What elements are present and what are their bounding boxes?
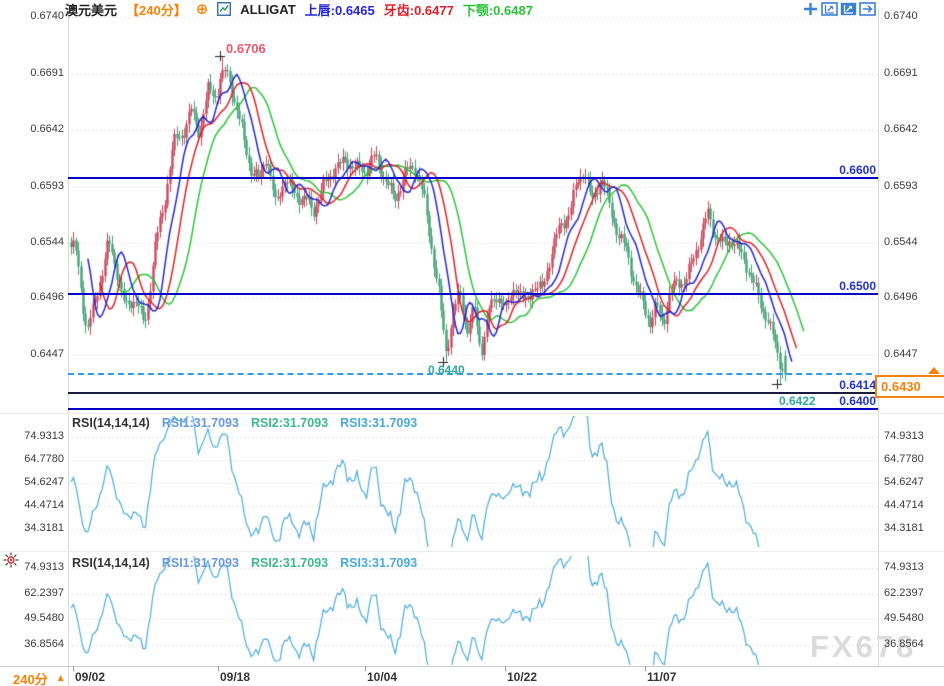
rsi1-rsi2-separator xyxy=(0,551,944,552)
rsi2-axis-label-left: 49.5480 xyxy=(24,612,64,625)
chart-header: 澳元美元 【240分】 ⊕ ALLIGAT 上唇:0.6465 牙齿:0.647… xyxy=(65,1,533,18)
alligator-teeth-value: 牙齿:0.6477 xyxy=(383,2,454,18)
level-label: 0.6400 xyxy=(839,394,876,408)
date-label: 10/04 xyxy=(367,670,398,684)
rsi1-axis-label-right: 74.9313 xyxy=(884,430,924,442)
rsi2-axis-label-left: 62.2397 xyxy=(24,586,64,599)
rsi1-axis-label-left: 54.6247 xyxy=(24,476,64,488)
rsi1-axis-label-left: 34.3181 xyxy=(24,522,64,534)
main-axis-label-left: 0.6447 xyxy=(30,347,64,360)
bottom-timeframe-label: 240分 xyxy=(13,672,48,686)
date-tick xyxy=(365,666,366,671)
rsi1-axis-label-left: 64.7780 xyxy=(24,453,64,465)
timeframe-up-arrow-icon: ▲ xyxy=(55,673,66,684)
alligator-jaw-value: 下颚:0.6487 xyxy=(462,2,533,18)
rsi2-axis-label-right: 49.5480 xyxy=(884,612,924,625)
rsi2-header: RSI(14,14,14) RSI1:31.7093 RSI2:31.7093 … xyxy=(72,556,417,570)
last-price-badge: 0.6430 xyxy=(875,375,944,398)
symbol-title: 澳元美元 xyxy=(65,2,118,18)
main-axis-label-right: 0.6691 xyxy=(884,66,918,79)
main-rsi1-separator xyxy=(0,413,944,414)
axis-zoom-active-icon[interactable] xyxy=(840,2,857,16)
level-line[interactable] xyxy=(68,408,878,410)
watermark: FX678 xyxy=(810,629,917,664)
rsi1-axis-label-left: 74.9313 xyxy=(24,430,64,442)
main-axis-label-right: 0.6593 xyxy=(884,179,918,192)
pan-right-icon[interactable] xyxy=(859,2,876,16)
crosshair-move-icon[interactable] xyxy=(802,2,819,16)
date-label: 09/02 xyxy=(75,670,106,684)
rsi1-header: RSI(14,14,14) RSI1:31.7093 RSI2:31.7093 … xyxy=(72,416,417,430)
rsi1-indicator-name[interactable]: RSI(14,14,14) xyxy=(72,416,150,430)
date-label: 10/22 xyxy=(507,670,538,684)
rsi2-axis-label-left: 36.8564 xyxy=(24,638,64,651)
rsi2-axis-label-right: 36.8564 xyxy=(884,638,924,651)
rsi1-value-1: RSI1:31.7093 xyxy=(161,416,239,430)
level-line[interactable] xyxy=(68,177,878,179)
bottom-timeframe-button[interactable]: 240分 ▲ xyxy=(13,669,66,686)
main-axis-label-left: 0.6642 xyxy=(30,123,64,135)
rsi2-value-2: RSI2:31.7093 xyxy=(250,556,329,570)
rsi2-axis-label-right: 74.9313 xyxy=(884,561,924,573)
main-axis-label-right: 0.6740 xyxy=(884,10,918,22)
level-label: 0.6414 xyxy=(839,378,876,392)
date-tick xyxy=(73,666,74,671)
date-label: 11/07 xyxy=(647,670,677,684)
date-tick xyxy=(505,666,506,671)
indicator-settings-icon[interactable] xyxy=(3,552,19,568)
date-tick xyxy=(645,666,646,671)
main-axis-label-left: 0.6496 xyxy=(30,291,64,304)
last-price-value: 0.6430 xyxy=(881,379,921,394)
lowest-low-annotation: 0.6422 xyxy=(779,394,816,408)
high-price-annotation: 0.6706 xyxy=(226,41,266,56)
axis-zoom-icon[interactable] xyxy=(821,2,838,16)
rsi2-value-3: RSI3:31.7093 xyxy=(340,556,418,570)
indicator-chart-icon xyxy=(217,2,232,16)
chart-toolbar xyxy=(802,2,876,16)
date-tick xyxy=(218,666,219,671)
rsi1-axis-label-left: 44.4714 xyxy=(24,499,64,511)
level-line[interactable] xyxy=(68,293,878,295)
main-axis-label-right: 0.6642 xyxy=(884,123,918,135)
price-up-arrow-icon xyxy=(928,367,940,374)
indicator-name[interactable]: ALLIGAT xyxy=(240,1,296,17)
rsi1-axis-label-right: 44.4714 xyxy=(884,499,924,511)
level-line[interactable] xyxy=(68,392,878,394)
rsi2-axis-label-right: 62.2397 xyxy=(884,586,924,599)
level-label: 0.6500 xyxy=(839,279,876,293)
right-plot-border xyxy=(878,8,879,666)
rsi1-axis-label-right: 54.6247 xyxy=(884,476,924,488)
time-axis-separator xyxy=(0,666,944,667)
rsi2-axis-label-left: 74.9313 xyxy=(24,561,64,573)
rsi1-axis-label-right: 34.3181 xyxy=(884,522,924,534)
rsi1-value-2: RSI2:31.7093 xyxy=(250,416,329,430)
main-axis-label-left: 0.6593 xyxy=(30,179,64,192)
main-axis-label-left: 0.6740 xyxy=(30,10,64,22)
main-axis-label-right: 0.6496 xyxy=(884,291,918,304)
swing-low-annotation: 0.6440 xyxy=(428,363,465,377)
main-axis-label-left: 0.6691 xyxy=(30,66,64,79)
rsi2-indicator-name[interactable]: RSI(14,14,14) xyxy=(72,556,150,570)
rsi1-value-3: RSI3:31.7093 xyxy=(340,416,418,430)
current-price-line[interactable] xyxy=(68,373,872,375)
alligator-lips-value: 上唇:0.6465 xyxy=(304,2,375,18)
add-indicator-icon[interactable]: ⊕ xyxy=(195,1,209,18)
rsi2-value-1: RSI1:31.7093 xyxy=(161,556,239,570)
timeframe-label[interactable]: 【240分】 xyxy=(126,2,187,18)
main-axis-label-right: 0.6447 xyxy=(884,347,918,360)
rsi1-axis-label-right: 64.7780 xyxy=(884,453,924,465)
level-label: 0.6600 xyxy=(839,163,876,177)
main-axis-label-right: 0.6544 xyxy=(884,236,918,248)
main-axis-label-left: 0.6544 xyxy=(30,236,64,248)
date-label: 09/18 xyxy=(220,670,251,684)
left-plot-border xyxy=(68,8,69,686)
